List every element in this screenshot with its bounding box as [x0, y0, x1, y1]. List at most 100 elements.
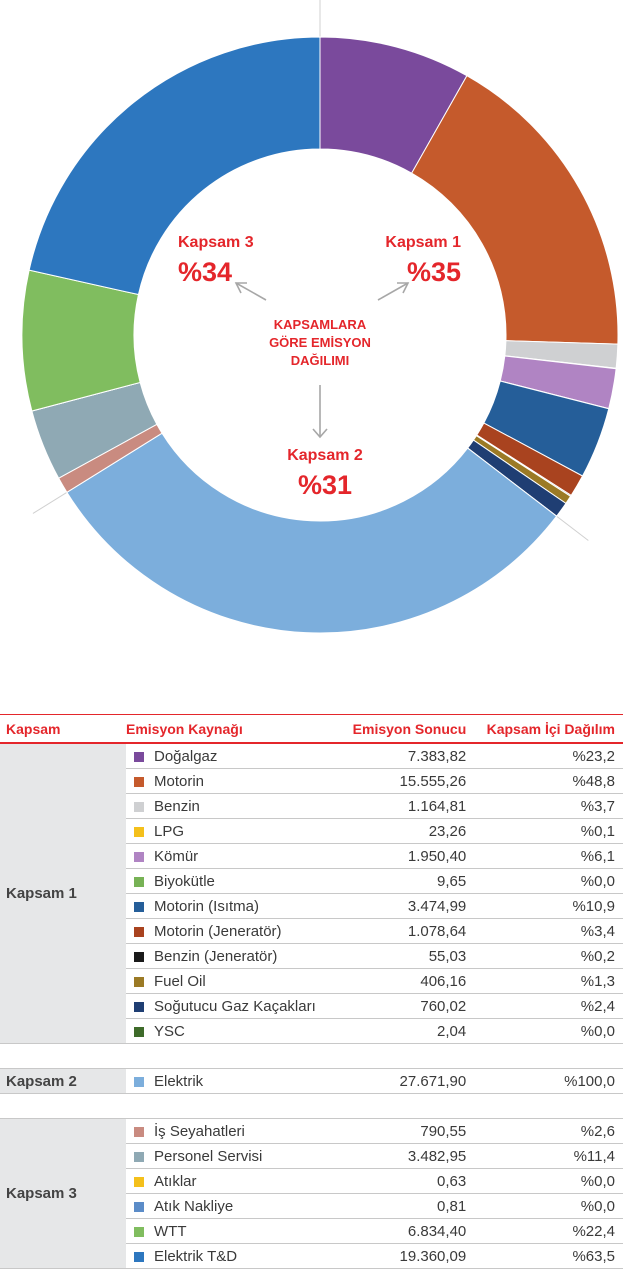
- table-row: Atık Nakliye 0,81 %0,0: [0, 1193, 623, 1219]
- share-cell: %22,4: [474, 1218, 623, 1244]
- result-cell: 1.078,64: [341, 918, 475, 944]
- source-cell: İş Seyahatleri: [126, 1118, 342, 1144]
- source-label: Elektrik T&D: [154, 1247, 238, 1265]
- center-title-line-3: DAĞILIMI: [291, 353, 350, 368]
- emission-donut-chart: Kapsam 1 %35 Kapsam 3 %34 Kapsam 2 %31 K…: [21, 0, 619, 634]
- share-cell: %0,0: [474, 868, 623, 894]
- table-row: Kapsam 1 Doğalgaz 7.383,82 %23,2: [0, 743, 623, 1044]
- slice-elektrik: [66, 432, 558, 634]
- source-label: Motorin: [154, 772, 205, 790]
- legend-swatch: [134, 1201, 144, 1212]
- source-cell: Elektrik T&D: [126, 1243, 342, 1269]
- share-cell: %100,0: [474, 1068, 623, 1094]
- legend-swatch: [134, 1251, 144, 1262]
- share-cell: %0,2: [474, 943, 623, 969]
- source-cell: Soğutucu Gaz Kaçakları: [126, 993, 342, 1019]
- donut-slices: [21, 36, 619, 634]
- scope-1-percent: %35: [407, 257, 461, 287]
- legend-swatch: [134, 826, 144, 837]
- share-cell: %2,6: [474, 1118, 623, 1144]
- source-cell: Biyokütle: [126, 868, 342, 894]
- source-cell: Atık Nakliye: [126, 1193, 342, 1219]
- slice-motorin: [411, 75, 619, 345]
- result-cell: 0,63: [341, 1168, 475, 1194]
- source-label: Kömür: [154, 847, 199, 865]
- result-cell: 406,16: [341, 968, 475, 994]
- source-label: LPG: [154, 822, 185, 840]
- table-spacer-row: [0, 1093, 623, 1119]
- scope-3-title: Kapsam 3: [178, 234, 254, 251]
- legend-swatch: [134, 951, 144, 962]
- table-row: Personel Servisi 3.482,95 %11,4: [0, 1143, 623, 1169]
- share-cell: %3,4: [474, 918, 623, 944]
- result-cell: 3.474,99: [341, 893, 475, 919]
- result-cell: 27.671,90: [341, 1068, 475, 1094]
- share-cell: %63,5: [474, 1243, 623, 1269]
- arrow-up-left-icon: [234, 282, 267, 301]
- table-row: Soğutucu Gaz Kaçakları 760,02 %2,4: [0, 993, 623, 1019]
- scope-cell: Kapsam 2: [0, 1068, 126, 1094]
- table-row: YSC 2,04 %0,0: [0, 1018, 623, 1044]
- result-cell: 7.383,82: [341, 743, 475, 769]
- result-cell: 55,03: [341, 943, 475, 969]
- legend-swatch: [134, 801, 144, 812]
- source-cell: Kömür: [126, 843, 342, 869]
- header-result: Emisyon Sonucu: [341, 714, 475, 744]
- source-label: Fuel Oil: [154, 972, 206, 990]
- scope-1-label: Kapsam 1 %35: [385, 234, 461, 287]
- source-label: Benzin (Jeneratör): [154, 947, 278, 965]
- source-cell: Doğalgaz: [126, 743, 342, 769]
- legend-swatch: [134, 976, 144, 987]
- scope-cell: Kapsam 3: [0, 1118, 126, 1269]
- legend-swatch: [134, 1226, 144, 1237]
- source-cell: Personel Servisi: [126, 1143, 342, 1169]
- result-cell: 9,65: [341, 868, 475, 894]
- source-cell: YSC: [126, 1018, 342, 1044]
- source-label: İş Seyahatleri: [154, 1122, 245, 1140]
- table-row: Benzin (Jeneratör) 55,03 %0,2: [0, 943, 623, 969]
- table-row: WTT 6.834,40 %22,4: [0, 1218, 623, 1244]
- source-label: Atık Nakliye: [154, 1197, 234, 1215]
- center-arrows: [234, 282, 410, 439]
- scope-2-percent: %31: [298, 470, 352, 500]
- arrow-up-right-icon: [377, 282, 410, 301]
- legend-swatch: [134, 751, 144, 762]
- source-cell: LPG: [126, 818, 342, 844]
- result-cell: 6.834,40: [341, 1218, 475, 1244]
- share-cell: %0,0: [474, 1193, 623, 1219]
- table-row: Kapsam 3 İş Seyahatleri 790,55 %2,6: [0, 1118, 623, 1269]
- scope-2-title: Kapsam 2: [287, 447, 363, 464]
- table-row: Kömür 1.950,40 %6,1: [0, 843, 623, 869]
- source-label: Benzin: [154, 797, 200, 815]
- legend-swatch: [134, 1151, 144, 1162]
- header-scope: Kapsam: [0, 714, 126, 744]
- center-title-line-1: KAPSAMLARA: [274, 317, 367, 332]
- source-cell: Motorin (Jeneratör): [126, 918, 342, 944]
- legend-swatch: [134, 776, 144, 787]
- share-cell: %3,7: [474, 793, 623, 819]
- table-row: Motorin 15.555,26 %48,8: [0, 768, 623, 794]
- source-label: Personel Servisi: [154, 1147, 263, 1165]
- table-row: Motorin (Jeneratör) 1.078,64 %3,4: [0, 918, 623, 944]
- result-cell: 23,26: [341, 818, 475, 844]
- source-label: Biyokütle: [154, 872, 215, 890]
- result-cell: 2,04: [341, 1018, 475, 1044]
- legend-swatch: [134, 876, 144, 887]
- legend-swatch: [134, 926, 144, 937]
- table-body: Kapsam 1 Doğalgaz 7.383,82 %23,2 Motorin 15.5…: [0, 743, 623, 1269]
- share-cell: %0,1: [474, 818, 623, 844]
- source-label: Motorin (Isıtma): [154, 897, 260, 915]
- scope-2-label: Kapsam 2 %31: [287, 447, 363, 500]
- legend-swatch: [134, 1076, 144, 1087]
- center-title-line-2: GÖRE EMİSYON: [269, 335, 371, 350]
- legend-swatch: [134, 1001, 144, 1012]
- table-row: Motorin (Isıtma) 3.474,99 %10,9: [0, 893, 623, 919]
- table-header-row: Kapsam Emisyon Kaynağı Emisyon Sonucu Ka…: [0, 714, 623, 744]
- result-cell: 0,81: [341, 1193, 475, 1219]
- share-cell: %23,2: [474, 743, 623, 769]
- share-cell: %2,4: [474, 993, 623, 1019]
- share-cell: %6,1: [474, 843, 623, 869]
- scope-cell: Kapsam 1: [0, 743, 126, 1044]
- source-cell: Motorin: [126, 768, 342, 794]
- legend-swatch: [134, 1126, 144, 1137]
